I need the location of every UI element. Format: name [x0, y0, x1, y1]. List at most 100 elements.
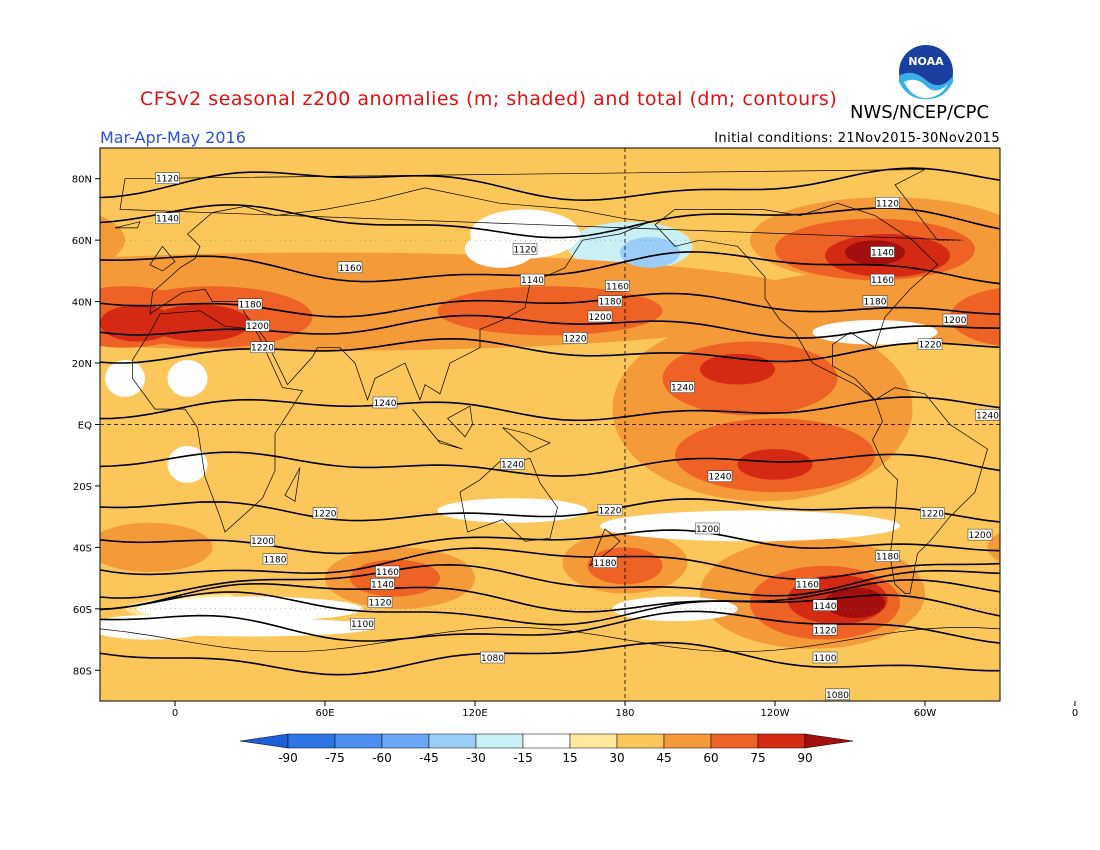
lon-label: 60W: [914, 708, 937, 719]
contour-label-box: [942, 313, 968, 326]
colorbar-bin: [757, 733, 806, 749]
coastline: [412, 408, 463, 450]
contour-label-text: 1100: [351, 620, 374, 630]
contour-label-text: 1200: [589, 313, 612, 323]
contour-label-text: 1100: [814, 654, 837, 664]
contour-label: 1160: [605, 280, 630, 292]
contour-label-box: [372, 396, 398, 409]
contour-label-text: 1220: [599, 507, 622, 517]
contour-label-text: 1180: [599, 298, 622, 308]
coastline: [132, 310, 304, 533]
colorbar-tick-label: 90: [797, 751, 812, 765]
contour-1160: [100, 563, 1000, 599]
contour-label-box: [155, 172, 180, 184]
near-zero-shading: [100, 209, 938, 640]
noaa-logo-icon: NOAA: [897, 43, 955, 101]
antarctica-coastline: [100, 627, 1000, 653]
contour-label: 1120: [512, 243, 538, 255]
contour-label: 1220: [562, 332, 588, 344]
lat-label: 40N: [72, 298, 92, 309]
coastline: [149, 245, 176, 272]
lon-label: 120E: [462, 708, 487, 719]
contour-label-box: [605, 280, 630, 292]
contour-label-text: 1120: [369, 599, 392, 609]
agency-label: NWS/NCEP/CPC: [850, 102, 990, 123]
contour-label-box: [870, 246, 895, 258]
contour-label-box: [237, 298, 263, 310]
contour-label-text: 1240: [671, 384, 694, 394]
contour-label-text: 1120: [876, 199, 899, 209]
anomaly-region: [1013, 286, 1100, 347]
contour-label-box: [597, 504, 623, 516]
contour-label-box: [875, 550, 900, 562]
contour-label-box: [250, 535, 275, 547]
contour-label-text: 1160: [606, 282, 629, 292]
contour-1180: [100, 547, 1000, 581]
anomaly-region: [995, 355, 1000, 383]
contour-label: 1140: [812, 599, 838, 612]
contour-label-text: 1180: [594, 559, 617, 569]
contour-label: 1100: [350, 617, 375, 630]
anomaly-region: [0, 234, 50, 277]
contour-label: 1180: [875, 550, 900, 563]
anomaly-region: [0, 538, 25, 649]
contour-label-text: 1140: [156, 215, 179, 225]
contour-label-box: [337, 261, 363, 274]
contour-label-box: [480, 651, 505, 664]
near-zero-region: [105, 359, 145, 397]
coastline: [284, 467, 301, 502]
contour-label-box: [812, 624, 838, 636]
lon-axis: 0 60E 120E 180 120W 60W 0: [172, 701, 1078, 719]
colorbar-tick-label: 75: [750, 751, 765, 765]
contour-label: 1120: [155, 172, 180, 185]
contour-label-text: 1240: [501, 460, 524, 470]
contour-label-text: 1160: [339, 264, 362, 274]
contour-label-box: [707, 470, 733, 482]
coastline: [654, 202, 939, 401]
season-label: Mar-Apr-May 2016: [100, 128, 246, 147]
contour-label-text: 1180: [864, 298, 887, 308]
contour-label-box: [825, 688, 850, 701]
contour-label-text: 1220: [564, 334, 587, 344]
contour-label-text: 1240: [374, 399, 397, 409]
contour-label: 1220: [312, 507, 338, 520]
contour-label-box: [155, 212, 180, 224]
contour-label-text: 1220: [921, 510, 944, 520]
contour-label: 1140: [370, 578, 395, 590]
contour-label-box: [875, 197, 900, 209]
contour-label-text: 1180: [876, 553, 899, 563]
contour-1220: [100, 498, 1000, 523]
contour-label: 1180: [262, 553, 288, 566]
contour-1240: [100, 451, 1000, 477]
colorbar-min-arrow: [239, 733, 289, 749]
contour-label-text: 1080: [481, 654, 504, 664]
lon-label: 60E: [315, 708, 334, 719]
contour-label-box: [917, 338, 943, 350]
contour-label: 1200: [250, 535, 275, 547]
contour-label-box: [562, 332, 588, 344]
contour-label-box: [795, 578, 820, 590]
colorbar-bin: [475, 733, 524, 749]
lat-label: 40S: [73, 543, 92, 554]
lat-label: 60S: [73, 605, 92, 616]
contour-label-box: [245, 319, 270, 332]
contour-label-text: 1240: [976, 411, 999, 421]
lat-label: 80S: [73, 666, 92, 677]
contour-label-text: 1080: [826, 691, 849, 701]
contour-label: 1140: [870, 246, 895, 258]
colorbar-bin: [522, 733, 571, 749]
anomaly-region: [737, 449, 813, 480]
gridlines: [100, 148, 1000, 701]
contour-label: 1220: [250, 341, 275, 354]
colorbar-bin: [381, 733, 430, 749]
contour-1120: [100, 167, 1000, 202]
near-zero-region: [167, 359, 208, 397]
anomaly-region: [0, 317, 13, 501]
near-zero-region: [600, 510, 900, 542]
colorbar-tick-label: -75: [325, 751, 345, 765]
contour-label-text: 1220: [251, 344, 274, 354]
contour-label: 1200: [967, 528, 993, 541]
contour-label: 1180: [237, 298, 263, 311]
colorbar-bin: [710, 733, 759, 749]
